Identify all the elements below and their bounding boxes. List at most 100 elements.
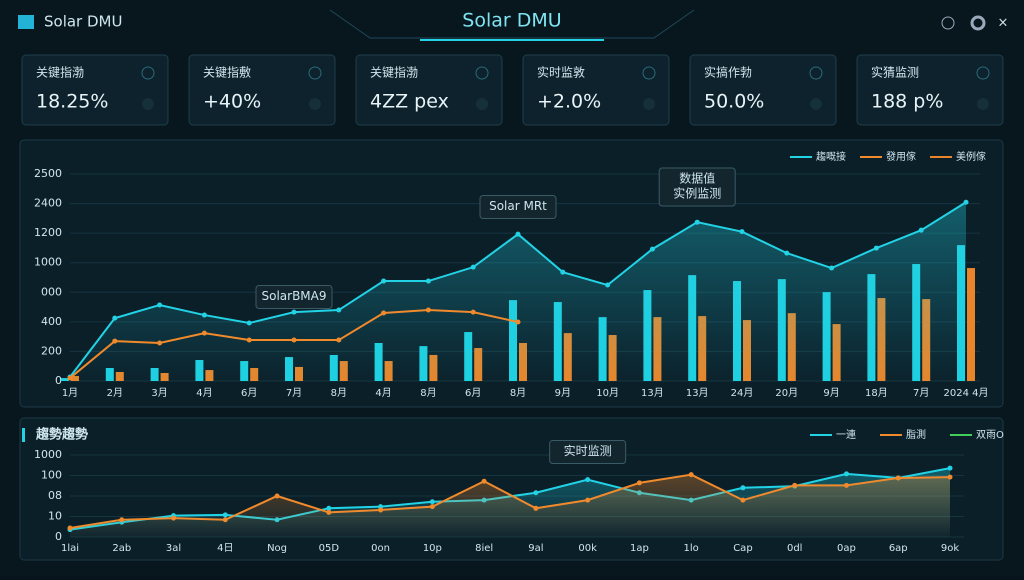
kpi-label: 关键指渤 bbox=[36, 65, 84, 80]
close-icon[interactable]: × bbox=[998, 16, 1009, 31]
point bbox=[336, 337, 342, 343]
point bbox=[688, 472, 694, 478]
x-tick-label: 10月 bbox=[596, 387, 619, 399]
point bbox=[843, 471, 849, 477]
kpi-dot bbox=[142, 98, 154, 110]
x-tick-label: 9月 bbox=[555, 387, 571, 399]
point bbox=[636, 480, 642, 486]
x-tick-label: 13月 bbox=[641, 387, 664, 399]
y-tick-label: 0 bbox=[55, 374, 62, 387]
title-accent bbox=[22, 428, 25, 442]
point bbox=[963, 199, 969, 205]
kpi-icon bbox=[642, 66, 656, 80]
chart-title: 趨勢趨勢 bbox=[35, 427, 88, 443]
point bbox=[112, 315, 118, 321]
x-tick-label: 6ap bbox=[889, 543, 908, 554]
x-tick-label: Cap bbox=[733, 543, 752, 554]
legend-label: 發用傢 bbox=[886, 150, 916, 163]
x-tick-label: 3月 bbox=[151, 387, 167, 399]
x-tick-label: 18月 bbox=[865, 387, 888, 399]
bar bbox=[61, 378, 69, 381]
x-tick-label: 3al bbox=[166, 543, 181, 554]
kpi-value: 4ZZ pex bbox=[370, 91, 449, 113]
kpi-value: 50.0% bbox=[704, 91, 764, 113]
legend-label: 趨嘅接 bbox=[816, 150, 846, 163]
x-tick-label: 20月 bbox=[775, 387, 798, 399]
point bbox=[67, 525, 73, 531]
line bbox=[69, 473, 951, 529]
kpi-label: 实搞作勃 bbox=[704, 65, 752, 80]
point bbox=[326, 505, 332, 511]
x-tick-label: 4月 bbox=[375, 387, 391, 399]
legend-label: 美例傢 bbox=[956, 150, 986, 163]
point bbox=[336, 307, 342, 313]
x-tick-label: 1lo bbox=[684, 543, 699, 554]
x-tick-label: 2024 4月 bbox=[944, 387, 989, 399]
point bbox=[533, 505, 539, 511]
point bbox=[918, 227, 924, 233]
kpi-dot bbox=[810, 98, 822, 110]
point bbox=[274, 493, 280, 499]
line-area bbox=[70, 474, 950, 537]
point bbox=[201, 330, 207, 336]
bar bbox=[967, 268, 975, 381]
point bbox=[740, 485, 746, 491]
header-title: Solar DMU bbox=[462, 10, 561, 32]
point bbox=[157, 302, 163, 308]
point bbox=[157, 340, 163, 346]
settings-icon[interactable] bbox=[970, 15, 986, 31]
kpi-dot bbox=[476, 98, 488, 110]
point bbox=[829, 265, 835, 271]
x-tick-label: 9al bbox=[528, 543, 543, 554]
kpi-value: +40% bbox=[203, 91, 261, 113]
legend-label: 一連 bbox=[836, 428, 856, 441]
point bbox=[515, 231, 521, 237]
y-tick-label: 08 bbox=[48, 489, 62, 502]
point bbox=[792, 482, 798, 488]
point bbox=[429, 499, 435, 505]
point bbox=[425, 307, 431, 313]
y-tick-label: 100 bbox=[41, 469, 62, 482]
x-tick-label: 05D bbox=[319, 543, 340, 554]
point bbox=[112, 338, 118, 344]
brand: Solar DMU bbox=[44, 13, 122, 31]
point bbox=[429, 504, 435, 510]
x-tick-label: 7月 bbox=[286, 387, 302, 399]
annotation-box bbox=[479, 195, 557, 219]
kpi-icon bbox=[475, 66, 489, 80]
point bbox=[470, 264, 476, 270]
x-tick-label: 1lai bbox=[61, 543, 79, 554]
x-tick-label: 1ap bbox=[630, 543, 649, 554]
x-tick-label: 1月 bbox=[62, 387, 78, 399]
x-tick-label: 10p bbox=[423, 543, 442, 554]
kpi-icon bbox=[809, 66, 823, 80]
kpi-icon bbox=[308, 66, 322, 80]
point bbox=[585, 477, 591, 483]
y-tick-label: 000 bbox=[41, 285, 62, 298]
point bbox=[784, 250, 790, 256]
point bbox=[222, 512, 228, 518]
y-tick-label: 1000 bbox=[34, 448, 62, 461]
point bbox=[246, 337, 252, 343]
x-tick-label: 0dl bbox=[787, 543, 803, 554]
kpi-label: 关键指敷 bbox=[203, 65, 251, 80]
point bbox=[533, 490, 539, 496]
point bbox=[947, 474, 953, 480]
point bbox=[739, 229, 745, 235]
kpi-card bbox=[856, 54, 1004, 126]
x-tick-label: 9月 bbox=[823, 387, 839, 399]
x-tick-label: 2ab bbox=[112, 543, 131, 554]
point bbox=[947, 465, 953, 471]
x-tick-label: 8iel bbox=[475, 543, 493, 554]
point bbox=[694, 219, 700, 225]
kpi-label: 实猜监测 bbox=[871, 65, 919, 80]
x-tick-label: 0on bbox=[371, 543, 390, 554]
x-tick-label: 8月 bbox=[510, 387, 526, 399]
point bbox=[585, 497, 591, 503]
x-tick-label: 2月 bbox=[107, 387, 123, 399]
kpi-card bbox=[21, 54, 169, 126]
x-tick-label: 4日 bbox=[217, 543, 233, 554]
notification-icon[interactable] bbox=[941, 16, 955, 30]
point bbox=[291, 309, 297, 315]
